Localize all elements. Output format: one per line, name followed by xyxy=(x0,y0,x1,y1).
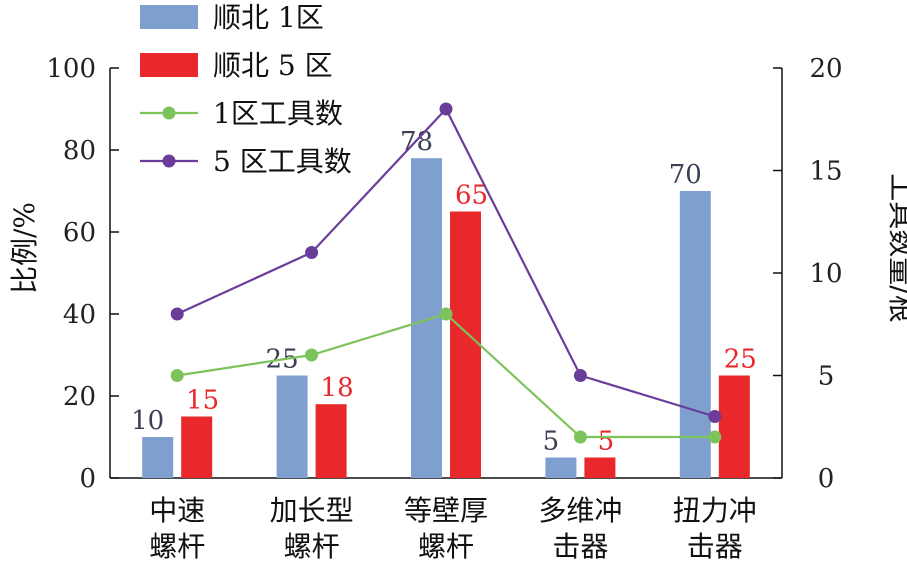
category-label: 螺杆 xyxy=(418,530,474,563)
bar-data-label: 65 xyxy=(455,181,488,211)
bar-series-1 xyxy=(411,158,442,478)
line-point xyxy=(305,348,319,362)
bar-data-label: 15 xyxy=(186,386,219,416)
line-series xyxy=(170,102,722,444)
bar-series-2 xyxy=(181,416,213,478)
left-tick-label: 20 xyxy=(63,382,96,412)
line-point xyxy=(439,307,453,321)
left-tick-label: 80 xyxy=(63,136,96,166)
bar-data-label: 18 xyxy=(321,373,354,403)
legend-swatch-marker xyxy=(162,106,176,120)
category-label: 等壁厚 xyxy=(404,494,488,527)
legend-swatch xyxy=(140,5,198,29)
bar-data-label: 5 xyxy=(598,427,615,457)
line-point xyxy=(170,307,184,321)
bar-series-1 xyxy=(679,191,711,478)
bar-data-label: 5 xyxy=(543,427,560,457)
line-point xyxy=(573,430,587,444)
left-axis-title: 比例/% xyxy=(8,202,41,294)
bar-series-2 xyxy=(584,457,616,478)
legend-label: 5 区工具数 xyxy=(213,145,352,178)
left-tick-label: 40 xyxy=(63,300,96,330)
category-label: 扭力冲 xyxy=(673,494,757,527)
right-tick-label: 5 xyxy=(818,362,835,392)
legend-label: 1区工具数 xyxy=(213,97,343,130)
bar-series-1 xyxy=(545,457,577,478)
line-series-1 xyxy=(177,312,715,439)
bar-series-1 xyxy=(142,437,174,478)
legend-label: 顺北 5 区 xyxy=(213,49,333,82)
right-axis-ticks: 0 5 10 15 20 xyxy=(773,54,843,494)
category-label: 中速 xyxy=(149,494,205,527)
legend-swatch-marker xyxy=(162,154,176,168)
bar-data-label: 70 xyxy=(669,160,702,190)
category-label: 螺杆 xyxy=(149,530,205,563)
line-point xyxy=(305,246,319,259)
category-label: 螺杆 xyxy=(284,530,340,563)
right-tick-label: 20 xyxy=(809,54,842,84)
left-tick-label: 60 xyxy=(63,218,96,248)
right-tick-label: 10 xyxy=(809,259,842,289)
category-label: 击器 xyxy=(552,530,608,563)
right-tick-label: 0 xyxy=(818,464,835,494)
legend-swatch xyxy=(140,53,198,77)
legend-label: 顺北 1区 xyxy=(213,1,324,34)
category-label: 击器 xyxy=(687,530,743,563)
bar-data-label: 10 xyxy=(131,406,164,436)
category-label: 加长型 xyxy=(270,494,354,527)
bar-series-1 xyxy=(276,375,308,478)
bar-series-2 xyxy=(718,375,750,478)
line-point xyxy=(708,410,722,423)
right-axis-title: 工具数量/根 xyxy=(885,173,907,322)
left-tick-label: 0 xyxy=(79,464,96,494)
line-point xyxy=(439,102,453,116)
right-tick-label: 15 xyxy=(809,157,842,187)
bar-data-label: 25 xyxy=(724,345,757,375)
line-point xyxy=(573,369,587,382)
bar-series-2 xyxy=(315,404,347,478)
bar-series-2 xyxy=(450,211,481,478)
category-label: 多维冲 xyxy=(538,494,622,527)
line-point xyxy=(170,369,184,382)
left-tick-label: 100 xyxy=(46,54,96,84)
bars xyxy=(142,158,750,478)
line-point xyxy=(708,430,722,444)
left-axis-ticks: 0 20 40 60 80 100 xyxy=(46,54,119,494)
